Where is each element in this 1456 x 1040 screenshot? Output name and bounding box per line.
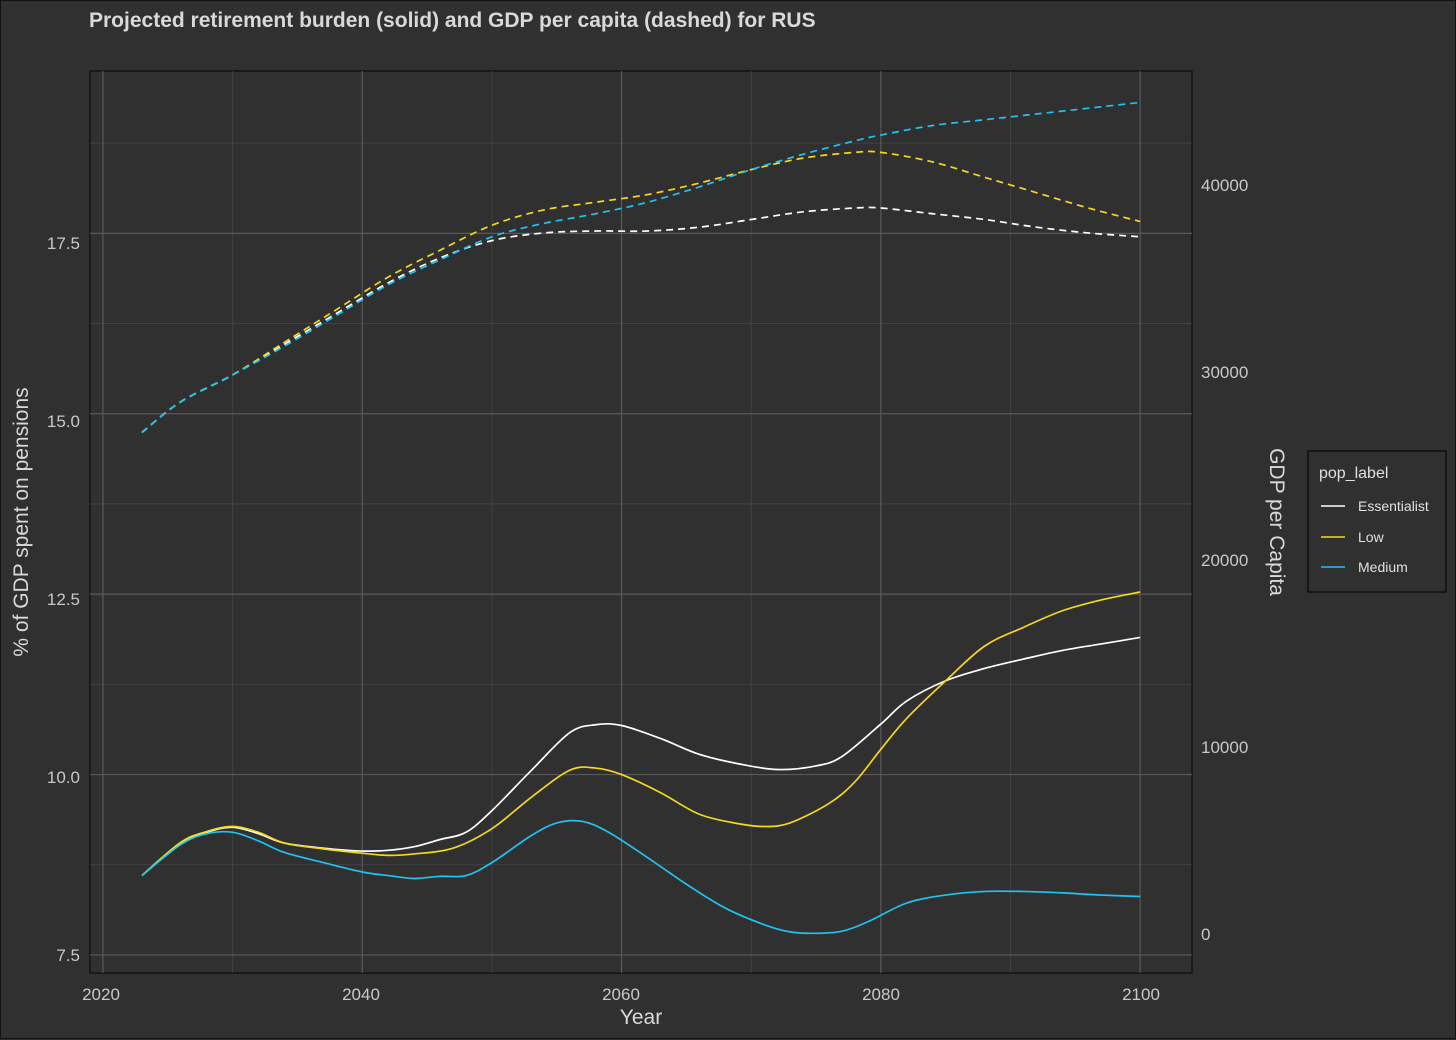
y-left-tick-label: 7.5 [56,946,80,965]
legend-label-medium: Medium [1358,559,1408,575]
series-line-low-gdp-per-capita [141,150,1141,434]
legend-box [1307,450,1447,593]
x-tick-label: 2020 [82,985,120,1004]
y-right-tick-label: 30000 [1201,363,1248,382]
y-left-tick-label: 10.0 [47,768,80,787]
y-right-tick-label: 10000 [1201,738,1248,757]
y-axis-right: 0 10000 20000 30000 40000 [1201,176,1248,944]
legend-title: pop_label [1319,465,1388,482]
x-axis-title: Year [620,1006,662,1029]
x-axis: 2020 2040 2060 2080 2100 [82,985,1160,1004]
plot-panel [89,70,1193,974]
legend-label-essentialist: Essentialist [1358,498,1429,514]
series-line-medium-pension-share [141,819,1141,935]
series-line-essentialist-gdp-per-capita [141,206,1141,434]
series-layer [141,101,1141,935]
x-tick-label: 2060 [602,985,640,1004]
series-line-low-pension-share [141,591,1141,877]
y-right-tick-label: 0 [1201,925,1210,944]
x-tick-label: 2100 [1122,985,1160,1004]
y-axis-left: 7.5 10.0 12.5 15.0 17.5 [47,234,80,965]
y-left-tick-label: 12.5 [47,590,80,609]
y-right-tick-label: 40000 [1201,176,1248,195]
y-axis-right-title: GDP per Capita [1265,448,1288,596]
legend-label-low: Low [1358,529,1385,545]
y-left-tick-label: 15.0 [47,412,80,431]
y-axis-left-title: % of GDP spent on pensions [10,387,33,656]
legend: pop_label Essentialist Low Medium [1307,450,1447,593]
chart-title: Projected retirement burden (solid) and … [89,9,816,32]
grid-minor [90,71,1192,973]
series-line-medium-gdp-per-capita [141,101,1141,434]
x-tick-label: 2080 [862,985,900,1004]
y-left-tick-label: 17.5 [47,234,80,253]
x-tick-label: 2040 [342,985,380,1004]
y-right-tick-label: 20000 [1201,551,1248,570]
grid-major [90,71,1192,973]
